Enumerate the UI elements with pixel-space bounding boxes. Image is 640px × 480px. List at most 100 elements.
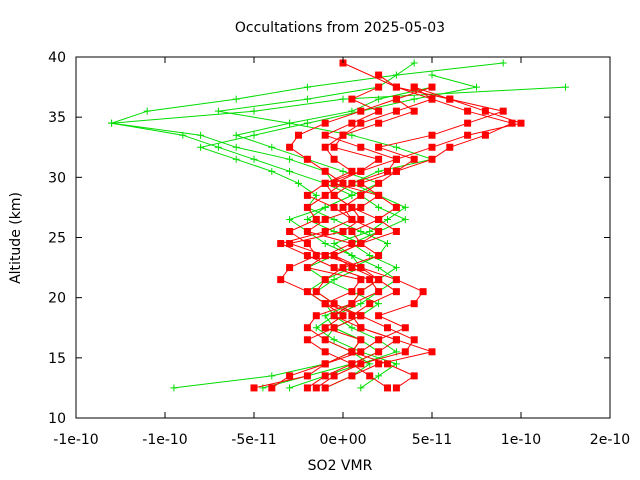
red-point [384,384,391,392]
red-point [330,191,338,199]
red-point [392,336,400,344]
y-tick-label: 30 [48,170,66,186]
red-point [321,167,329,175]
red-line-6 [323,86,434,389]
green-point [108,119,116,127]
red-point [250,384,258,392]
green-point [348,191,356,199]
red-point [410,372,418,380]
red-point [357,203,365,211]
green-point [170,384,178,392]
green-point [392,264,400,272]
y-axis-label: Altitude (km) [8,192,24,284]
red-point [428,83,436,91]
red-point [330,372,338,380]
green-point [375,203,383,211]
red-point [339,312,347,320]
x-tick-label: 1e-10 [501,432,541,448]
red-point [464,119,472,127]
red-point [375,83,383,91]
red-point [428,348,436,356]
red-point [410,107,418,115]
red-point [446,143,454,151]
red-point [348,360,356,368]
red-point [375,227,383,235]
red-point [348,288,356,296]
green-point [473,83,480,91]
red-point [303,264,311,272]
red-point [357,240,365,248]
red-point [330,300,338,308]
red-point [295,131,302,139]
red-point [321,143,329,151]
green-point [250,107,258,115]
green-point [232,155,240,163]
green-point [357,384,365,392]
red-point [357,167,365,175]
red-point [357,336,365,344]
green-point [330,276,338,284]
green-point [295,179,302,187]
red-point [375,276,383,284]
red-point [348,167,356,175]
y-tick-label: 40 [48,50,66,66]
red-point [410,336,418,344]
chart-title: Occultations from 2025-05-03 [235,20,445,36]
green-point [348,324,356,332]
green-point [268,167,276,175]
red-point [410,155,418,163]
red-point [357,288,365,296]
green-line-2 [198,74,477,389]
red-point [366,300,374,308]
green-point [428,71,436,79]
red-point [348,215,356,223]
red-point [321,131,329,139]
red-point [321,179,329,187]
red-point [384,360,391,368]
x-axis-label: SO2 VMR [308,458,373,474]
green-point [392,143,400,151]
red-point [303,203,311,211]
green-point [303,119,311,127]
green-point [214,143,222,151]
red-point [375,179,383,187]
red-point [303,240,311,248]
red-point [348,372,356,380]
green-point [357,300,365,308]
red-point [446,95,454,103]
red-point [330,143,338,151]
red-point [392,167,400,175]
red-point [357,324,365,332]
green-point [375,300,383,308]
red-point [321,252,329,260]
red-point [348,119,356,127]
red-point [339,227,347,235]
red-point [312,312,320,320]
x-tick-label: -1e-10 [142,432,187,448]
red-point [481,107,489,115]
red-point [348,179,356,187]
green-point [410,59,418,67]
red-point [321,276,329,284]
green-point [401,203,409,211]
red-point [339,179,347,187]
green-point [286,155,294,163]
green-point [392,360,400,368]
red-point [357,360,365,368]
green-point [348,107,356,115]
red-point [357,348,365,356]
x-tick-label: -1e-10 [53,432,98,448]
red-point [286,240,294,248]
green-point [321,203,329,211]
red-point [357,264,365,272]
red-point [375,71,383,79]
red-point [321,384,329,392]
red-point [392,276,400,284]
red-point [357,276,365,284]
red-point [277,276,285,284]
red-point [303,288,311,296]
green-point [197,131,205,139]
red-point [303,191,311,199]
green-point [375,264,383,272]
